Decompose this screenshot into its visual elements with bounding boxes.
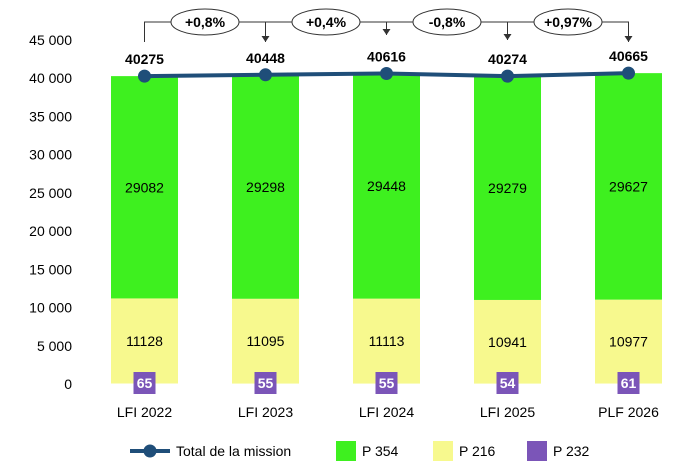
change-arrowhead: [624, 36, 633, 42]
bar-p216: [353, 298, 420, 384]
change-label: +0,97%: [544, 14, 592, 30]
label-p232: 54: [500, 375, 516, 391]
x-tick-label: PLF 2026: [598, 404, 659, 420]
bar-p354: [474, 76, 541, 300]
label-p354: 29279: [488, 180, 527, 196]
legend-label: Total de la mission: [176, 443, 291, 459]
bar-p232: [375, 372, 398, 394]
label-p216: 10977: [609, 334, 648, 350]
total-point: [259, 68, 272, 82]
label-p232: 61: [621, 375, 637, 391]
label-p216: 10941: [488, 334, 527, 350]
y-tick-label: 25 000: [29, 185, 72, 201]
x-axis: LFI 2022 LFI 2023 LFI 2024 LFI 2025 PLF 2026: [117, 404, 659, 420]
y-tick-label: 10 000: [29, 300, 72, 316]
legend-line-marker: [143, 444, 157, 458]
stacked-bars: 11128 29082 65 11095 29298 55 11113 29448 55 1094…: [111, 73, 662, 394]
bar-p216: [232, 298, 299, 384]
bar-p232: [496, 372, 519, 394]
total-label: 40616: [367, 49, 406, 65]
label-p232: 65: [137, 375, 153, 391]
total-label: 40665: [609, 48, 648, 64]
y-tick-label: 5 000: [37, 338, 72, 354]
legend-label: P 232: [553, 443, 590, 459]
y-tick-label: 45 000: [29, 32, 72, 48]
change-label: -0,8%: [429, 14, 466, 30]
x-tick-label: LFI 2022: [117, 404, 172, 420]
change-bubble: [291, 8, 361, 36]
total-label: 40275: [125, 51, 164, 67]
legend: Total de la mission P 354 P 216 P 232: [130, 441, 590, 461]
label-p354: 29082: [125, 179, 164, 195]
change-label: +0,8%: [185, 14, 226, 30]
label-p232: 55: [379, 375, 395, 391]
change-label: +0,4%: [306, 14, 347, 30]
legend-swatch: [433, 441, 453, 461]
y-tick-label: 0: [64, 376, 72, 392]
label-p232: 55: [258, 375, 274, 391]
total-label: 40448: [246, 50, 285, 66]
bar-p232: [133, 372, 156, 394]
bar-p354: [595, 73, 662, 300]
y-axis: 0 5 000 10 000 15 000 20 000 25 000 30 000 35 0…: [29, 32, 72, 392]
y-tick-label: 40 000: [29, 70, 72, 86]
bar-p232: [254, 372, 277, 394]
bar-p354: [232, 74, 299, 299]
bar-p232: [617, 372, 640, 394]
label-p216: 11113: [369, 333, 405, 349]
legend-label: P 216: [459, 443, 496, 459]
bar-p354: [353, 73, 420, 299]
legend-swatch: [336, 441, 356, 461]
y-tick-label: 15 000: [29, 261, 72, 277]
label-p216: 11095: [247, 333, 285, 349]
label-p354: 29627: [609, 178, 648, 194]
change-bubble: [412, 8, 482, 36]
label-p216: 11128: [126, 333, 163, 349]
x-tick-label: LFI 2023: [238, 404, 293, 420]
label-p354: 29298: [246, 179, 285, 195]
total-point: [138, 69, 151, 83]
bar-p216: [111, 298, 178, 384]
legend-label: P 354: [362, 443, 399, 459]
legend-swatch: [527, 441, 547, 461]
total-point: [380, 67, 393, 81]
label-p354: 29448: [367, 178, 406, 194]
y-tick-label: 30 000: [29, 147, 72, 163]
bar-p354: [111, 76, 178, 299]
change-bubble: [170, 8, 240, 36]
total-line: 40275 40448 40616 40274 40665: [125, 48, 648, 83]
x-tick-label: LFI 2025: [480, 404, 535, 420]
y-tick-label: 35 000: [29, 108, 72, 124]
x-tick-label: LFI 2024: [359, 404, 414, 420]
total-point: [622, 66, 635, 80]
bar-p216: [474, 299, 541, 384]
total-label: 40274: [488, 51, 527, 67]
y-tick-label: 20 000: [29, 223, 72, 239]
total-point: [501, 69, 514, 83]
change-annotations: +0,8% +0,4% -0,8% +0,97%: [144, 8, 633, 42]
bar-p216: [595, 299, 662, 384]
change-bubble: [533, 8, 603, 36]
